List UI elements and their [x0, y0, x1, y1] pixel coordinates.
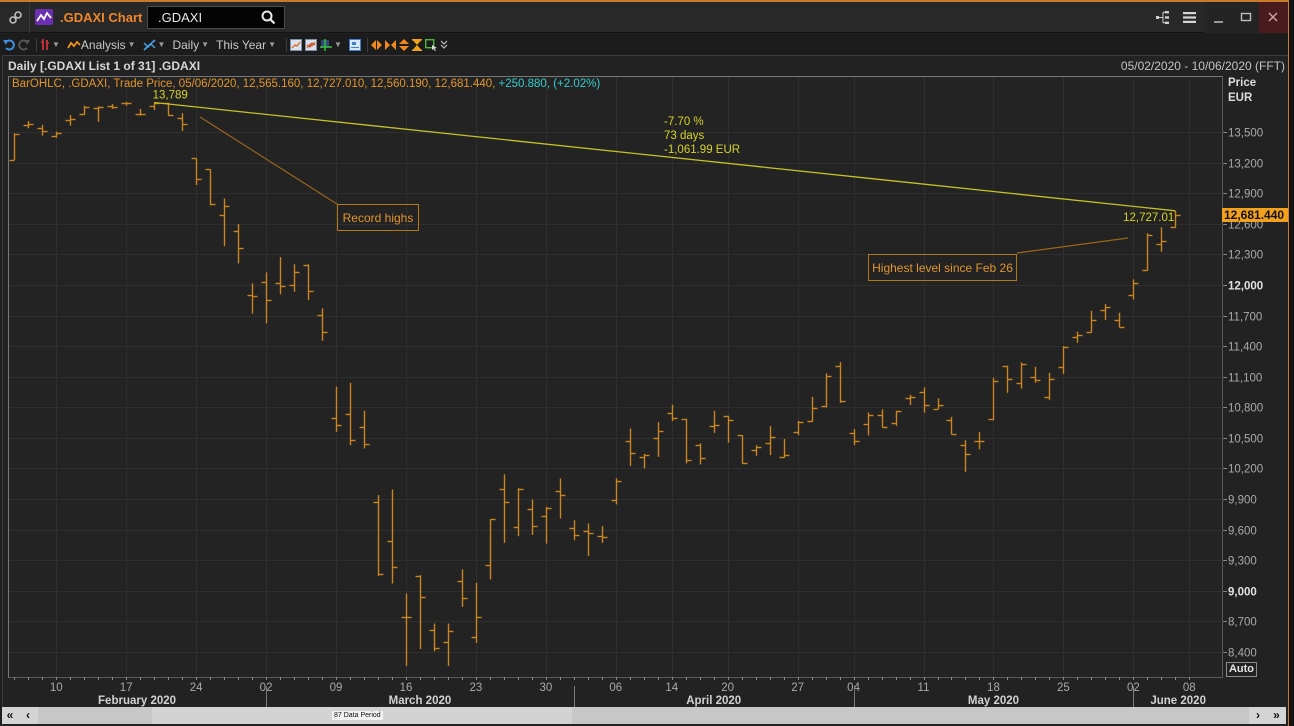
- maximize-icon: [1240, 12, 1252, 22]
- crosshair-button[interactable]: ▼: [320, 36, 346, 54]
- undo-icon: [3, 39, 15, 51]
- highest-level-callout[interactable]: Highest level since Feb 26: [868, 254, 1017, 281]
- last-price-tag: 12,681.440: [1222, 208, 1288, 223]
- auto-scale-button[interactable]: Auto: [1226, 662, 1257, 677]
- fit-vertical-icon: [411, 38, 422, 51]
- drawing-tools-menu[interactable]: ▼: [142, 36, 170, 54]
- window-border-top: [0, 0, 1289, 2]
- record-highs-callout[interactable]: Record highs: [337, 204, 419, 231]
- minimize-button[interactable]: [1205, 2, 1233, 33]
- legend-button[interactable]: [348, 36, 361, 54]
- compare-chart-button[interactable]: [305, 36, 318, 54]
- scroll-first-button[interactable]: «: [2, 707, 18, 724]
- y-axis-title: Price: [1228, 77, 1257, 89]
- pan-horizontal-icon: [370, 39, 382, 50]
- pan-vertical-icon: [398, 38, 409, 51]
- chevron-down-icon: ▼: [127, 40, 136, 49]
- minimize-icon: [1214, 21, 1223, 23]
- chart-date-range: 05/02/2020 - 10/06/2020 (FFT): [1120, 59, 1285, 73]
- scroll-next-button[interactable]: ›: [1249, 707, 1267, 724]
- legend-change-values: +250.880, (+2.02%): [498, 78, 601, 90]
- compare-chart-icon: [305, 38, 318, 51]
- fit-horizontal-icon: [384, 39, 396, 50]
- range-menu[interactable]: This Year ▼: [216, 36, 280, 54]
- close-button[interactable]: [1259, 2, 1288, 33]
- redo-button[interactable]: [18, 36, 30, 54]
- chevron-down-icon: ▼: [334, 40, 342, 49]
- chevron-down-icon: ▼: [201, 40, 210, 49]
- pan-vertical-button[interactable]: [398, 36, 409, 54]
- line-chart-icon: [290, 38, 303, 51]
- analysis-menu[interactable]: Analysis ▼: [67, 36, 140, 54]
- window-controls: [1205, 2, 1288, 33]
- analysis-label: Analysis: [80, 37, 126, 52]
- more-icon: [440, 40, 448, 49]
- range-label: This Year: [216, 37, 267, 52]
- chart-app-icon: [35, 9, 53, 25]
- close-icon: [1268, 12, 1278, 22]
- y-axis-unit: EUR: [1228, 92, 1253, 104]
- menu-icon[interactable]: [1182, 10, 1198, 25]
- chart-toolbar: ▼ Analysis ▼ ▼ Daily ▼ This Year ▼ ▼: [0, 34, 1288, 55]
- zoom-box-button[interactable]: [424, 36, 437, 54]
- window-title: .GDAXI Chart: [60, 10, 143, 25]
- data-period-label: 87 Data Period: [332, 711, 383, 720]
- chart-type-icon: [41, 39, 49, 50]
- toolbar-separator: [36, 37, 37, 52]
- maximize-button[interactable]: [1232, 2, 1260, 33]
- more-tools-button[interactable]: [440, 36, 448, 54]
- time-scrollbar[interactable]: « ‹ 87 Data Period › »: [2, 707, 1286, 724]
- line-chart-button[interactable]: [290, 36, 303, 54]
- chart-type-button[interactable]: ▼: [40, 36, 64, 54]
- redo-icon: [18, 39, 30, 51]
- window-border-right: [1288, 0, 1289, 726]
- zoom-box-icon: [424, 38, 437, 51]
- ric-search-box[interactable]: [147, 6, 285, 29]
- scroll-prev-button[interactable]: ‹: [18, 707, 38, 724]
- legend-icon: [348, 38, 361, 51]
- ric-search-input[interactable]: [158, 10, 258, 25]
- analysis-icon: [67, 40, 81, 48]
- toolbar-separator: [286, 37, 288, 52]
- chart-legend: BarOHLC, .GDAXI, Trade Price, 05/06/2020…: [12, 78, 600, 90]
- crosshair-icon: [320, 38, 333, 51]
- chart-title: Daily [.GDAXI List 1 of 31] .GDAXI: [8, 59, 201, 73]
- scroll-last-button[interactable]: »: [1267, 707, 1286, 724]
- legend-series-values: BarOHLC, .GDAXI, Trade Price, 05/06/2020…: [12, 78, 499, 90]
- fit-horizontal-button[interactable]: [384, 36, 396, 54]
- tree-view-icon[interactable]: [1155, 10, 1171, 25]
- pan-horizontal-button[interactable]: [370, 36, 382, 54]
- chevron-down-icon: ▼: [268, 40, 277, 49]
- link-icon[interactable]: [8, 10, 23, 25]
- drawing-tools-icon: [142, 38, 156, 51]
- interval-label: Daily: [172, 37, 200, 52]
- plot-area[interactable]: [8, 76, 1223, 678]
- undo-button[interactable]: [3, 36, 15, 54]
- interval-menu[interactable]: Daily ▼: [172, 36, 213, 54]
- fit-vertical-button[interactable]: [411, 36, 422, 54]
- background-window-edge: [1289, 0, 1294, 726]
- search-icon[interactable]: [261, 10, 276, 25]
- title-bar: .GDAXI Chart: [0, 2, 1288, 33]
- title-separator: [29, 2, 30, 33]
- toolbar-separator: [366, 37, 368, 52]
- chevron-down-icon: ▼: [52, 40, 60, 49]
- chevron-down-icon: ▼: [157, 40, 166, 49]
